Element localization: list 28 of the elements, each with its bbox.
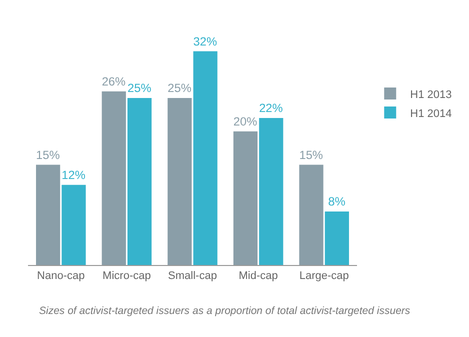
data-label: 12%: [62, 168, 86, 182]
legend-label: H1 2014: [410, 108, 452, 120]
x-tick-label: Large-cap: [299, 270, 349, 282]
bar: [62, 184, 86, 265]
x-tick-label: Small-cap: [168, 270, 217, 282]
data-label: 22%: [259, 101, 284, 116]
bar: [127, 98, 152, 265]
data-label: 25%: [168, 81, 192, 96]
data-label: 26%: [102, 74, 126, 88]
data-label: 8%: [328, 194, 346, 209]
bar: [259, 118, 284, 265]
data-label: 20%: [233, 114, 258, 128]
bar: [168, 98, 192, 265]
legend-label: H1 2013: [410, 88, 452, 101]
x-tick-label: Nano-cap: [37, 270, 85, 282]
bar: [324, 212, 349, 265]
bar: [233, 131, 258, 265]
bar: [102, 91, 126, 265]
bar: [299, 164, 324, 265]
data-label: 15%: [299, 148, 324, 162]
data-label: 32%: [193, 34, 218, 48]
bar: [36, 164, 60, 265]
text: Sizes of activist-targeted issuers as a proportion of total activist-targeted issuers: [39, 305, 411, 317]
x-tick-label: Mid-cap: [238, 270, 278, 282]
x-tick-label: Micro-cap: [102, 270, 151, 282]
data-label: 25%: [127, 81, 152, 96]
bar: [193, 51, 218, 265]
data-label: 15%: [36, 148, 60, 162]
